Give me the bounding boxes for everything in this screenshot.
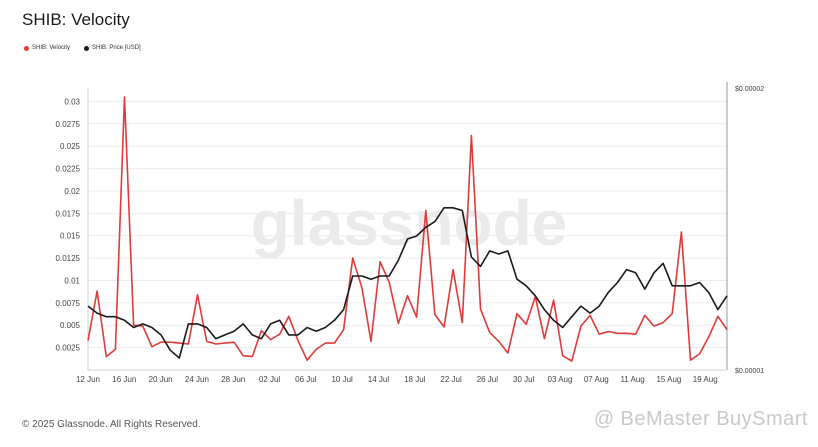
x-tick-label: 06 Jul <box>295 375 317 384</box>
x-tick-label: 22 Jul <box>440 375 462 384</box>
y-left-tick-label: 0.025 <box>60 142 81 151</box>
y-left-tick-label: 0.0175 <box>56 209 81 218</box>
legend-item-velocity[interactable]: SHIB: Velocity <box>24 45 70 51</box>
x-tick-label: 24 Jun <box>185 375 209 384</box>
x-tick-label: 14 Jul <box>368 375 390 384</box>
y-left-tick-label: 0.02 <box>64 187 80 196</box>
y-left-tick-label: 0.0075 <box>56 299 81 308</box>
watermark-text: glassnode <box>251 187 568 259</box>
y-left-tick-label: 0.01 <box>64 276 80 285</box>
x-tick-label: 19 Aug <box>693 375 718 384</box>
copyright-footer: © 2025 Glassnode. All Rights Reserved. <box>22 419 201 430</box>
x-tick-label: 26 Jul <box>477 375 499 384</box>
x-tick-label: 07 Aug <box>584 375 609 384</box>
x-tick-label: 20 Jun <box>149 375 173 384</box>
legend-dot-price <box>84 45 90 51</box>
price-line <box>87 207 728 359</box>
y-left-tick-label: 0.0225 <box>56 165 81 174</box>
y-left-tick-label: 0.015 <box>60 232 81 241</box>
chart-title: SHIB: Velocity <box>22 10 130 29</box>
y-left-tick-label: 0.0125 <box>56 254 81 263</box>
x-tick-label: 16 Jun <box>112 375 136 384</box>
x-tick-label: 12 Jun <box>76 375 100 384</box>
x-tick-label: 18 Jul <box>404 375 426 384</box>
legend-dot-velocity <box>24 45 29 51</box>
x-tick-label: 15 Aug <box>656 375 681 384</box>
y-right-tick-label: $0.00001 <box>735 368 764 375</box>
y-left-tick-label: 0.0025 <box>56 344 81 353</box>
x-tick-label: 10 Jul <box>331 375 353 384</box>
y-left-tick-label: 0.005 <box>60 321 81 330</box>
grid-lines <box>88 100 727 349</box>
series-lines <box>87 96 728 362</box>
velocity-line <box>87 96 728 362</box>
x-tick-label: 30 Jul <box>513 375 535 384</box>
axes: 0.0025 0.005 0.0075 0.01 0.0125 0.015 0.0175 0.… <box>56 82 764 384</box>
x-tick-label: 28 Jun <box>221 375 245 384</box>
x-tick-label: 11 Aug <box>620 375 644 384</box>
legend-label-velocity: SHIB: Velocity <box>32 45 71 51</box>
y-left-tick-label: 0.03 <box>64 97 80 106</box>
x-tick-label: 03 Aug <box>548 375 573 384</box>
legend-label-price: SHIB: Price [USD] <box>92 45 141 51</box>
legend-item-price[interactable]: SHIB: Price [USD] <box>84 45 141 51</box>
x-tick-label: 02 Jul <box>259 375 281 384</box>
y-right-tick-label: $0.00002 <box>735 86 764 93</box>
y-left-tick-label: 0.0275 <box>56 120 81 129</box>
chart-legend: SHIB: Velocity SHIB: Price [USD] <box>24 45 141 51</box>
credit-watermark: @ BeMaster BuySmart <box>593 408 808 430</box>
